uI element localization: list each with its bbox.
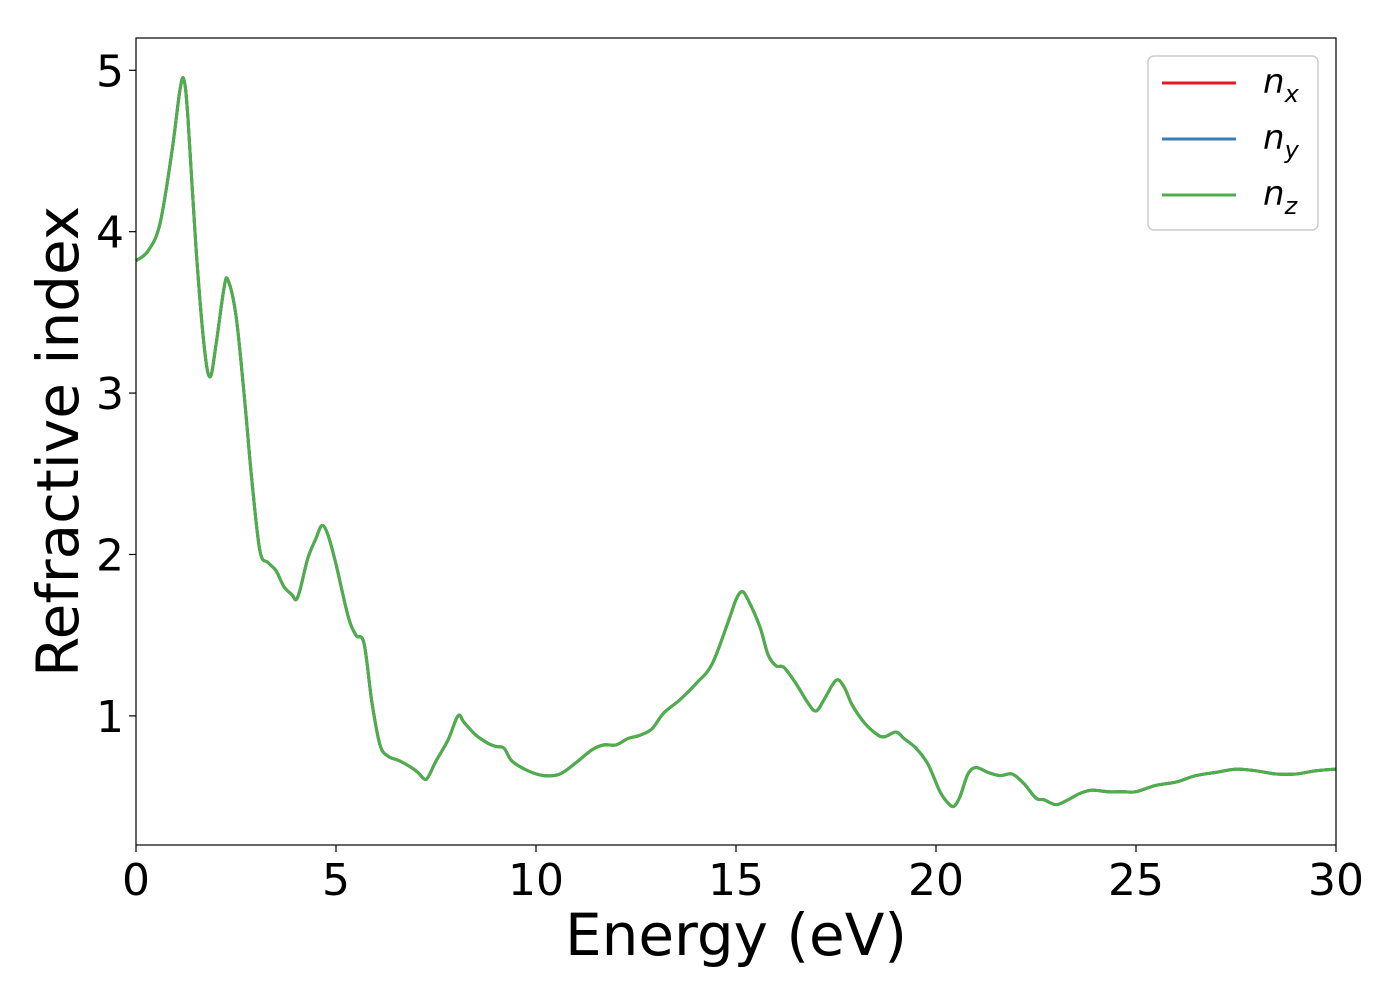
legend-label-nz: nz bbox=[1263, 174, 1299, 220]
x-tick-label: 5 bbox=[322, 855, 350, 906]
y-tick-label: 5 bbox=[96, 46, 124, 97]
y-axis-ticks: 1 2 3 4 5 bbox=[96, 46, 136, 743]
x-tick-label: 0 bbox=[122, 855, 150, 906]
x-tick-label: 20 bbox=[908, 855, 964, 906]
x-axis-title: Energy (eV) bbox=[565, 901, 907, 969]
y-tick-label: 4 bbox=[96, 208, 124, 259]
legend-label-nx: nx bbox=[1263, 62, 1300, 108]
x-tick-label: 30 bbox=[1308, 855, 1364, 906]
y-axis-title: Refractive index bbox=[24, 206, 92, 677]
legend-box bbox=[1147, 55, 1319, 231]
plot-frame bbox=[135, 37, 1337, 846]
plot-area bbox=[135, 76, 1337, 809]
x-axis-ticks: 0 5 10 15 20 25 30 bbox=[122, 845, 1364, 906]
x-tick-label: 25 bbox=[1108, 855, 1164, 906]
legend: nx ny nz bbox=[1147, 55, 1319, 231]
y-tick-label: 1 bbox=[96, 692, 124, 743]
y-tick-label: 3 bbox=[96, 369, 124, 420]
x-tick-label: 15 bbox=[708, 855, 764, 906]
y-tick-label: 2 bbox=[96, 530, 124, 581]
series-line-nz bbox=[135, 76, 1337, 809]
legend-label-ny: ny bbox=[1263, 118, 1300, 164]
x-tick-label: 10 bbox=[508, 855, 564, 906]
